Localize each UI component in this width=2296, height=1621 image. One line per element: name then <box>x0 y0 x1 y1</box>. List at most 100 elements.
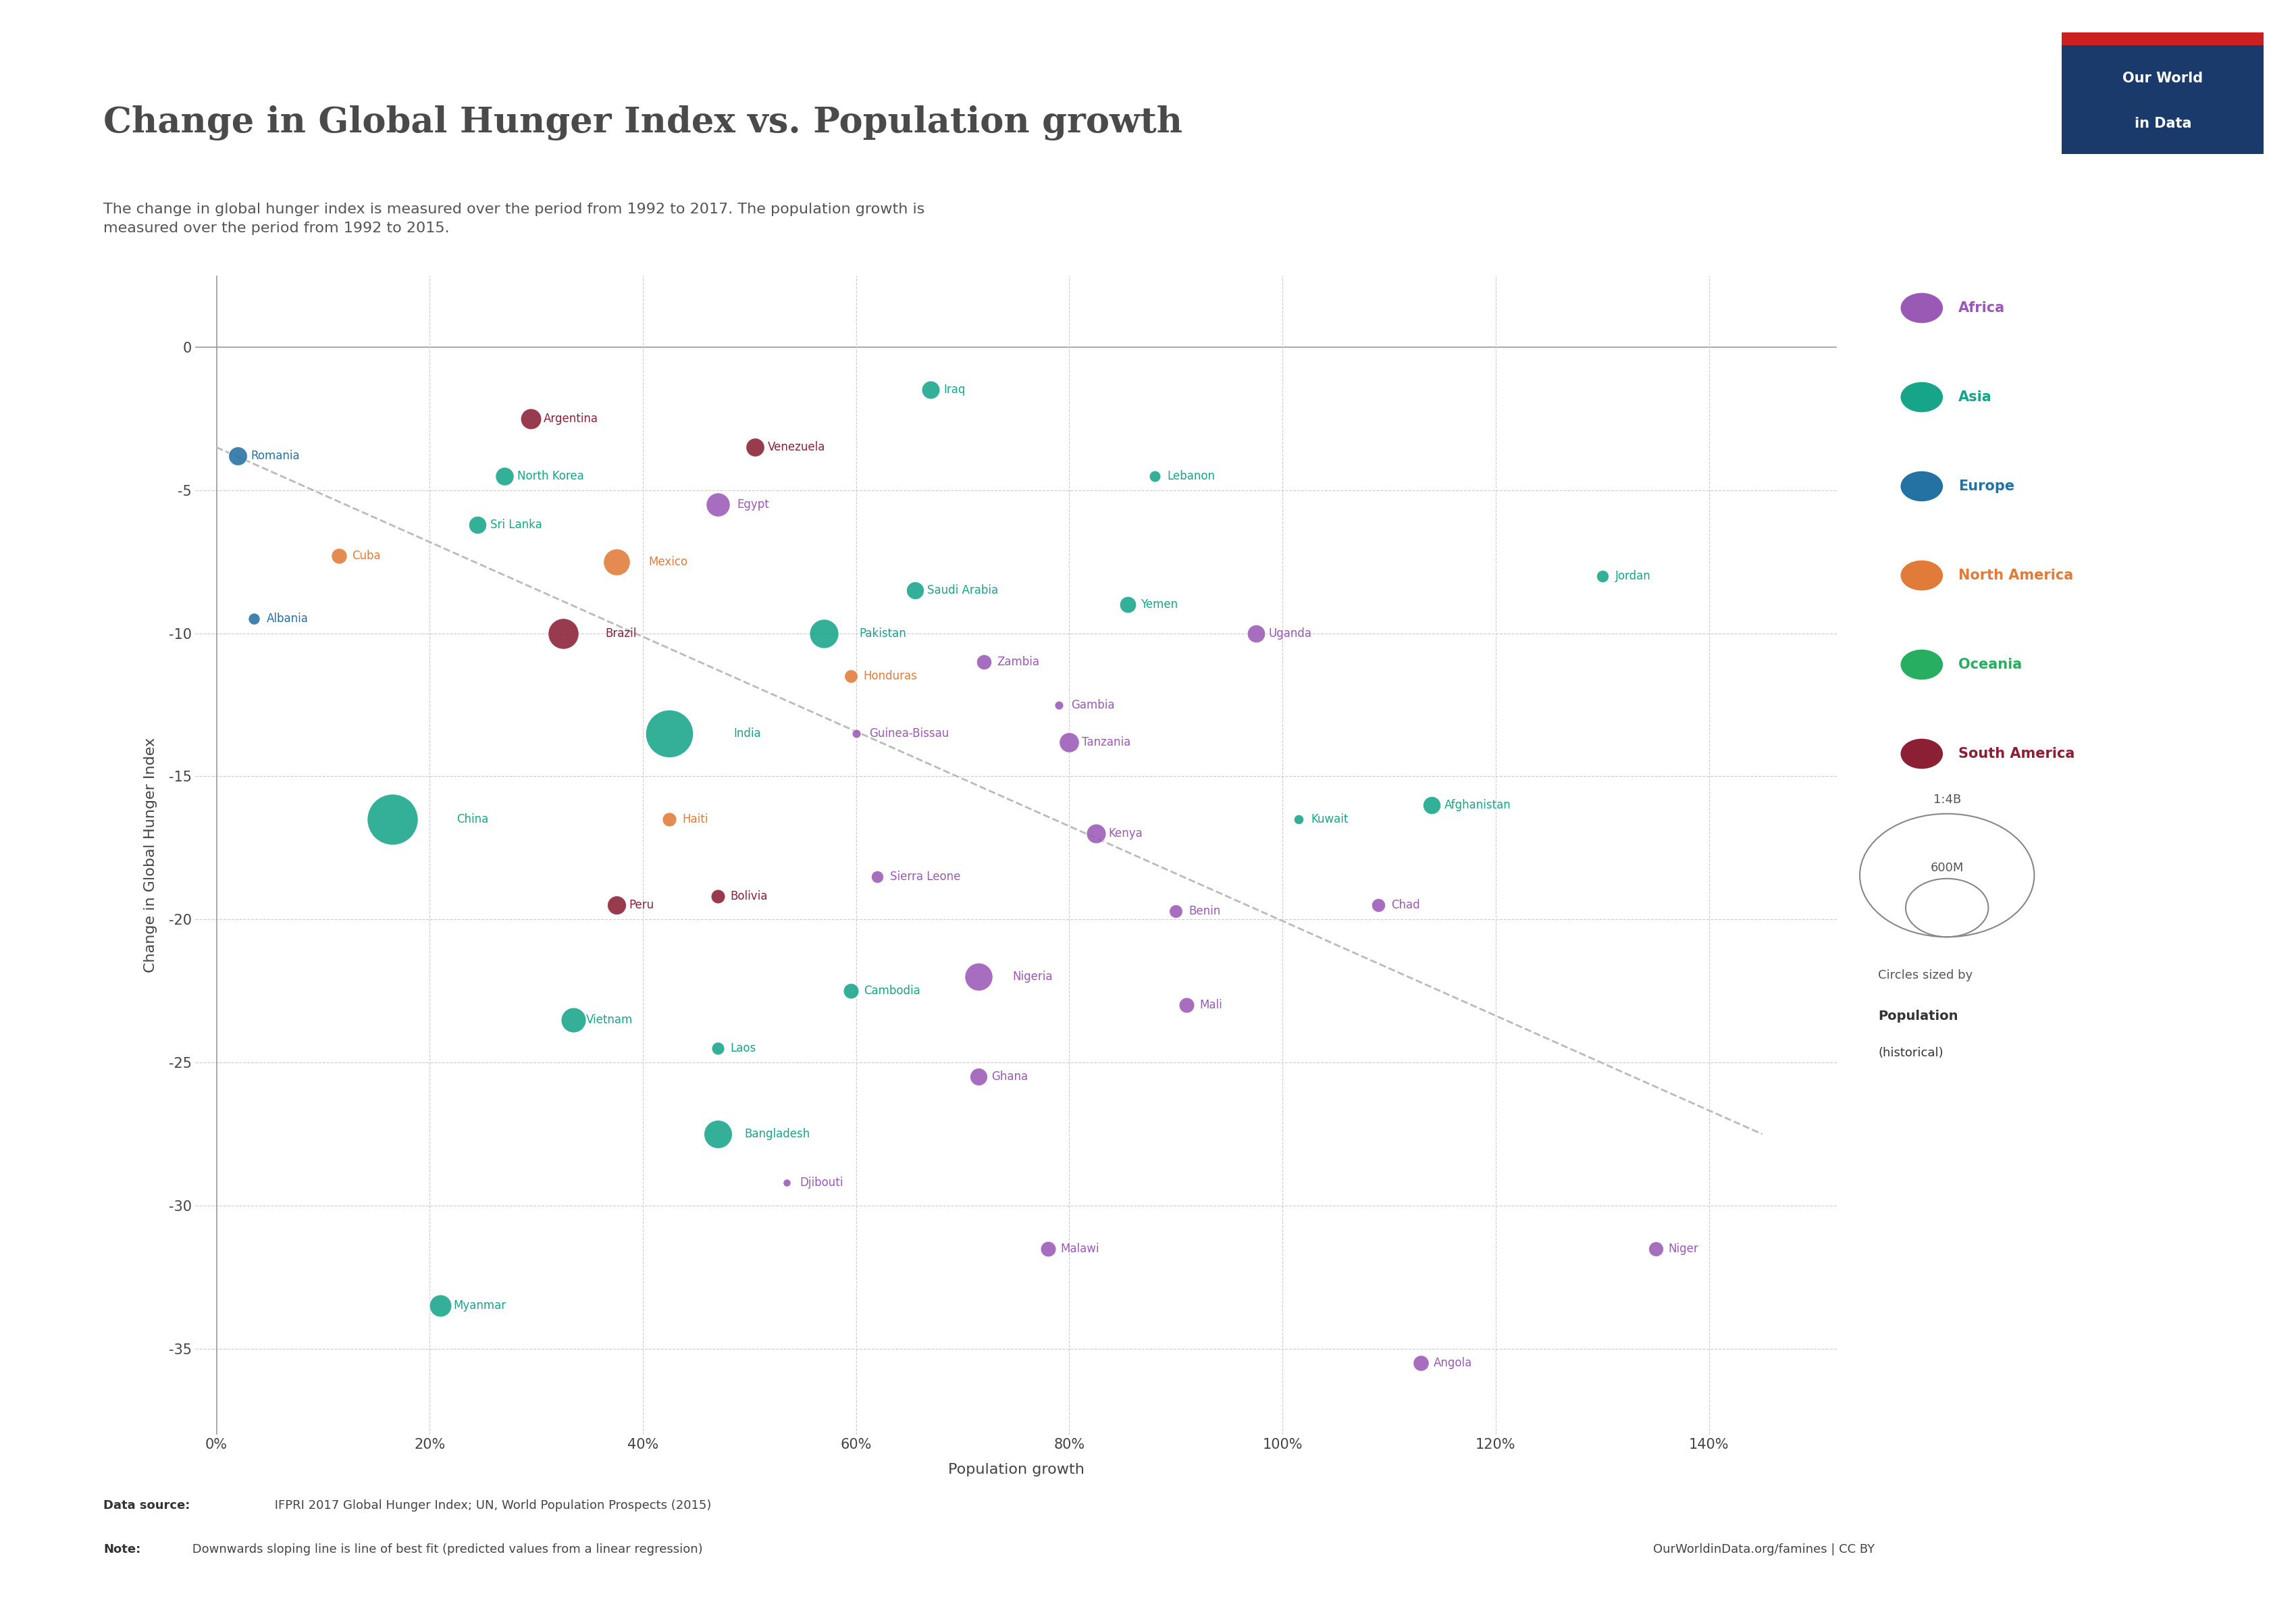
Y-axis label: Change in Global Hunger Index: Change in Global Hunger Index <box>145 738 158 973</box>
Text: Niger: Niger <box>1669 1242 1699 1255</box>
Point <box>1584 562 1621 588</box>
Point <box>1157 898 1194 924</box>
Text: Romania: Romania <box>250 449 301 462</box>
Text: Bangladesh: Bangladesh <box>744 1128 810 1140</box>
Text: Circles sized by: Circles sized by <box>1878 969 1972 981</box>
Text: Kenya: Kenya <box>1109 828 1143 840</box>
Text: in Data: in Data <box>2135 117 2190 130</box>
Point <box>512 405 549 431</box>
Text: Nigeria: Nigeria <box>1013 971 1054 982</box>
Point <box>1281 806 1318 832</box>
Text: Chad: Chad <box>1391 900 1419 911</box>
Point <box>220 443 257 468</box>
Text: Population: Population <box>1878 1010 1958 1023</box>
Text: Cuba: Cuba <box>351 550 381 562</box>
Text: Ghana: Ghana <box>992 1071 1029 1083</box>
Text: Asia: Asia <box>1958 391 1993 404</box>
Point <box>1029 1235 1065 1261</box>
Point <box>967 648 1003 674</box>
Point <box>833 663 870 689</box>
Point <box>698 883 735 909</box>
Text: South America: South America <box>1958 747 2076 760</box>
Text: Guinea-Bissau: Guinea-Bissau <box>868 728 948 739</box>
Point <box>487 464 523 490</box>
Text: North America: North America <box>1958 569 2073 582</box>
Point <box>1403 1350 1440 1376</box>
Text: Cambodia: Cambodia <box>863 986 921 997</box>
Text: India: India <box>732 728 760 739</box>
Text: Yemen: Yemen <box>1141 598 1178 611</box>
Text: Oceania: Oceania <box>1958 658 2023 671</box>
Point <box>895 577 932 603</box>
Point <box>806 621 843 647</box>
Text: Laos: Laos <box>730 1042 755 1054</box>
X-axis label: Population growth: Population growth <box>948 1462 1084 1477</box>
Text: Sierra Leone: Sierra Leone <box>891 870 960 882</box>
Text: Djibouti: Djibouti <box>799 1177 843 1188</box>
Text: Change in Global Hunger Index vs. Population growth: Change in Global Hunger Index vs. Popula… <box>103 105 1182 141</box>
Point <box>698 491 735 517</box>
Text: Honduras: Honduras <box>863 669 918 682</box>
Text: Saudi Arabia: Saudi Arabia <box>928 584 999 597</box>
Text: 600M: 600M <box>1931 861 1963 874</box>
Text: Africa: Africa <box>1958 302 2004 314</box>
Point <box>1637 1235 1674 1261</box>
Point <box>1137 464 1173 490</box>
Text: Vietnam: Vietnam <box>585 1013 634 1026</box>
Text: Egypt: Egypt <box>737 498 769 511</box>
Text: Kuwait: Kuwait <box>1311 814 1348 825</box>
Point <box>374 806 411 832</box>
Point <box>1109 592 1146 618</box>
Text: 1:4B: 1:4B <box>1933 793 1961 806</box>
Point <box>544 621 581 647</box>
Point <box>597 550 634 575</box>
Text: Argentina: Argentina <box>544 413 599 425</box>
Text: Jordan: Jordan <box>1614 571 1651 582</box>
Text: Haiti: Haiti <box>682 814 707 825</box>
Point <box>698 1036 735 1062</box>
Point <box>1052 729 1088 755</box>
Point <box>1359 892 1396 917</box>
Text: Bolivia: Bolivia <box>730 890 767 903</box>
Point <box>1040 692 1077 718</box>
Text: Brazil: Brazil <box>606 627 636 639</box>
Text: China: China <box>457 814 489 825</box>
Point <box>737 434 774 460</box>
Text: Benin: Benin <box>1189 905 1221 917</box>
Point <box>1414 793 1451 819</box>
Text: Myanmar: Myanmar <box>452 1300 505 1311</box>
Text: The change in global hunger index is measured over the period from 1992 to 2017.: The change in global hunger index is mea… <box>103 203 925 235</box>
Point <box>597 892 634 917</box>
Point <box>321 543 358 569</box>
Text: Note:: Note: <box>103 1543 140 1556</box>
Text: Data source:: Data source: <box>103 1499 191 1511</box>
Text: Malawi: Malawi <box>1061 1242 1100 1255</box>
Text: Peru: Peru <box>629 900 654 911</box>
Point <box>556 1007 592 1033</box>
Point <box>422 1294 459 1319</box>
Point <box>769 1170 806 1196</box>
Text: Iraq: Iraq <box>944 384 964 396</box>
Text: Uganda: Uganda <box>1270 627 1311 639</box>
Point <box>236 606 273 632</box>
Text: IFPRI 2017 Global Hunger Index; UN, World Population Prospects (2015): IFPRI 2017 Global Hunger Index; UN, Worl… <box>271 1499 712 1511</box>
Text: Lebanon: Lebanon <box>1166 470 1215 481</box>
Point <box>652 720 689 746</box>
Point <box>960 1063 996 1089</box>
Text: Afghanistan: Afghanistan <box>1444 799 1511 810</box>
Point <box>698 1122 735 1148</box>
Text: Sri Lanka: Sri Lanka <box>491 519 542 530</box>
Point <box>838 720 875 746</box>
Text: Europe: Europe <box>1958 480 2014 493</box>
Text: Tanzania: Tanzania <box>1081 736 1132 749</box>
Text: Mali: Mali <box>1199 999 1221 1012</box>
Text: OurWorldinData.org/famines | CC BY: OurWorldinData.org/famines | CC BY <box>1653 1543 1876 1556</box>
Text: Zambia: Zambia <box>996 657 1040 668</box>
Text: Angola: Angola <box>1433 1357 1472 1370</box>
Point <box>833 977 870 1003</box>
Point <box>859 864 895 890</box>
Text: North Korea: North Korea <box>517 470 583 481</box>
Text: Gambia: Gambia <box>1072 699 1116 712</box>
Point <box>459 512 496 538</box>
Text: Our World: Our World <box>2122 71 2204 86</box>
